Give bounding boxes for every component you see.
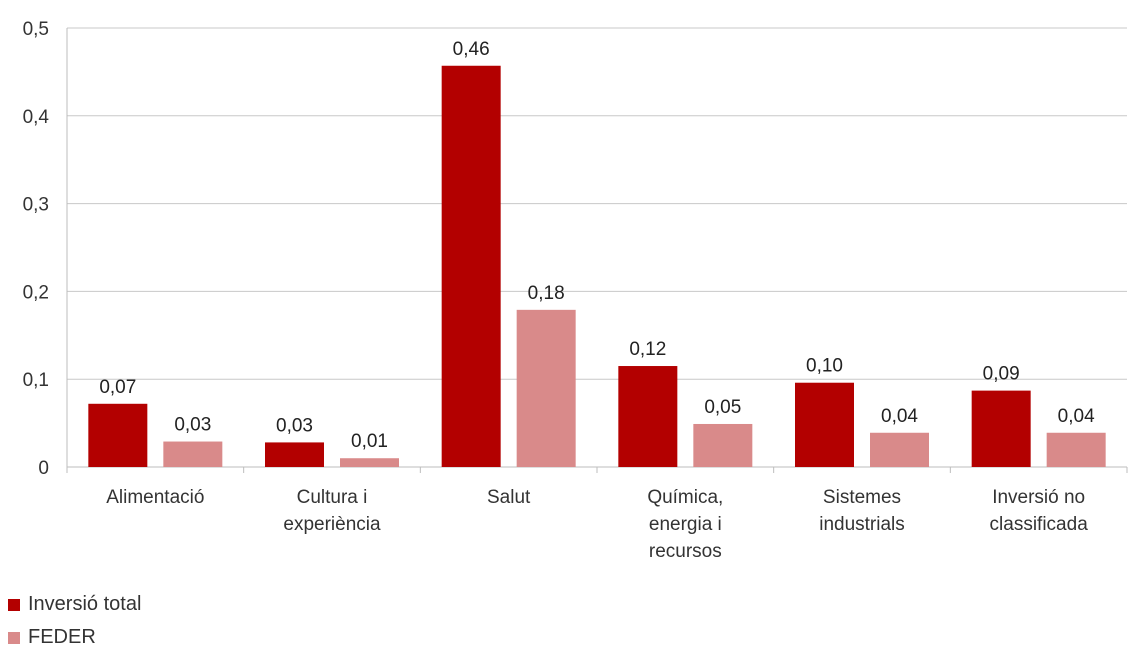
data-label: 0,07 — [99, 377, 136, 398]
category-label: classificada — [990, 514, 1089, 535]
bar-feder — [163, 441, 223, 467]
y-tick-label: 0,1 — [23, 370, 49, 391]
legend-swatch-total — [8, 598, 20, 611]
data-label: 0,01 — [351, 431, 388, 452]
legend-swatch-feder — [8, 631, 20, 644]
bar-total — [441, 65, 501, 467]
category-label: industrials — [819, 514, 905, 535]
data-label: 0,46 — [453, 39, 490, 60]
bar-feder — [516, 309, 576, 467]
y-tick-label: 0,3 — [23, 195, 49, 216]
bar-total — [265, 442, 324, 467]
data-label: 0,09 — [983, 364, 1020, 385]
bar-feder — [870, 432, 929, 467]
category-label: Cultura i — [297, 487, 368, 508]
y-tick-label: 0,4 — [23, 107, 50, 128]
y-tick-label: 0,2 — [23, 282, 49, 303]
data-label: 0,18 — [528, 283, 565, 304]
bar-feder — [693, 423, 753, 467]
category-label: recursos — [649, 541, 722, 562]
legend: Inversió total FEDER — [8, 588, 141, 654]
category-label: Química, — [647, 487, 723, 508]
bar-total — [971, 390, 1031, 467]
legend-label-feder: FEDER — [28, 626, 96, 648]
category-label: Inversió no — [992, 487, 1085, 508]
bar-feder — [340, 458, 399, 467]
legend-item-total: Inversió total — [8, 588, 141, 621]
y-tick-label: 0 — [38, 458, 49, 479]
data-label: 0,03 — [174, 415, 211, 436]
legend-item-feder: FEDER — [8, 621, 141, 654]
data-label: 0,10 — [806, 356, 843, 377]
data-label: 0,04 — [881, 406, 918, 427]
category-label: energia i — [649, 514, 722, 535]
bar-total — [795, 382, 854, 467]
y-tick-label: 0,5 — [23, 19, 49, 40]
legend-label-total: Inversió total — [28, 593, 142, 615]
category-label: Sistemes — [823, 487, 901, 508]
category-label: Alimentació — [106, 487, 204, 508]
data-label: 0,03 — [276, 415, 313, 436]
bar-feder — [1046, 432, 1106, 467]
bar-total — [88, 403, 148, 467]
bar-total — [618, 366, 678, 467]
category-label: Salut — [487, 487, 531, 508]
data-label: 0,05 — [704, 397, 741, 418]
category-label: experiència — [283, 514, 381, 535]
data-label: 0,12 — [629, 339, 666, 360]
data-label: 0,04 — [1058, 406, 1095, 427]
